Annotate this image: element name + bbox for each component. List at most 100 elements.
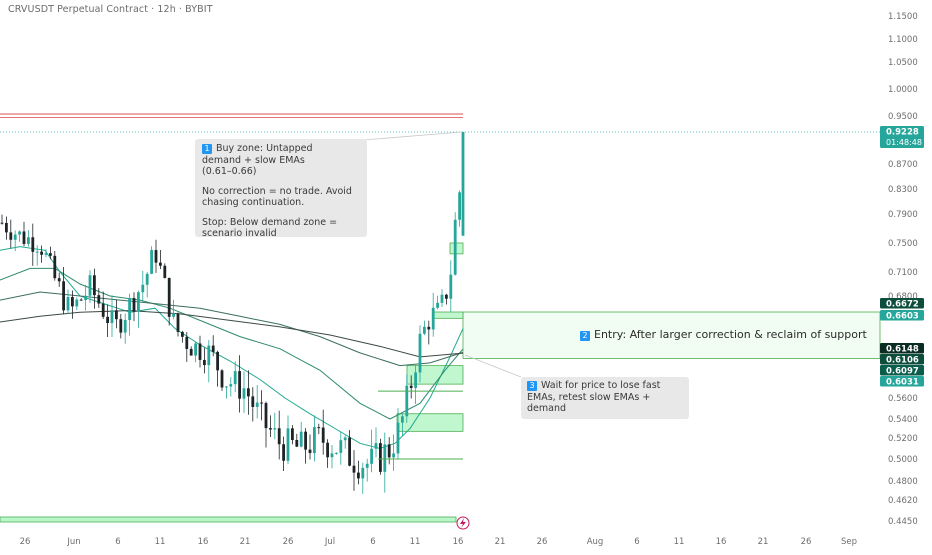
candle-body-11 — [49, 253, 52, 256]
candle-5 — [22, 221, 26, 247]
time-tick-10: 16 — [453, 537, 464, 547]
candle-103 — [453, 212, 457, 276]
candle-101 — [445, 293, 448, 305]
callout-buy-zone[interactable]: 1 Buy zone: Untapped demand + slow EMAs (… — [195, 139, 367, 239]
candle-body-3 — [13, 234, 17, 240]
lower-demand-zone — [0, 516, 457, 523]
candle-body-32 — [141, 284, 145, 293]
candle-body-9 — [40, 251, 43, 255]
candle-23 — [101, 291, 105, 319]
price-tick-6: 0.8300 — [888, 185, 918, 195]
candle-body-13 — [57, 278, 61, 282]
time-tick-3: 11 — [155, 537, 166, 547]
candle-24 — [106, 304, 109, 337]
candle-86 — [379, 438, 382, 475]
candle-body-90 — [396, 422, 400, 454]
callout-leader-3 — [464, 354, 522, 378]
time-tick-18: 26 — [801, 537, 812, 547]
candle-1 — [5, 216, 8, 240]
price-tick-5: 0.8700 — [888, 160, 918, 170]
candle-body-33 — [145, 273, 149, 285]
entry-label: Entry: After larger correction & reclaim… — [594, 328, 867, 341]
candle-97 — [427, 320, 431, 345]
candle-33 — [145, 271, 149, 298]
candle-70 — [308, 434, 312, 460]
price-label-6: 0.6031 — [886, 378, 919, 388]
demand-zone-5 — [396, 413, 464, 432]
candle-0 — [0, 214, 4, 225]
candle-32 — [141, 270, 145, 302]
price-tick-7: 0.7900 — [888, 210, 918, 220]
candle-42 — [185, 332, 189, 362]
candle-20 — [88, 270, 92, 303]
ema-slow-line — [0, 291, 464, 367]
candle-31 — [137, 290, 140, 328]
candle-body-86 — [379, 443, 382, 472]
callout-wait[interactable]: 3 Wait for price to lose fast EMAs, retes… — [521, 377, 689, 419]
candle-21 — [93, 268, 96, 309]
candle-92 — [405, 374, 409, 423]
candle-body-46 — [203, 359, 206, 366]
candle-body-73 — [321, 427, 325, 443]
candle-26 — [115, 299, 118, 329]
candle-53 — [233, 361, 237, 392]
candle-body-7 — [31, 237, 35, 252]
candle-59 — [260, 390, 263, 421]
candle-62 — [273, 412, 277, 440]
price-tick-15: 0.4800 — [888, 477, 918, 487]
candle-body-1 — [5, 222, 8, 233]
candle-body-16 — [71, 296, 74, 307]
candle-body-4 — [18, 231, 21, 235]
candle-body-81 — [357, 472, 360, 479]
candle-85 — [374, 427, 378, 458]
time-tick-2: 6 — [115, 537, 120, 547]
candle-96 — [423, 320, 426, 336]
candle-6 — [27, 230, 30, 247]
price-tick-0: 1.1500 — [888, 12, 918, 22]
candle-93 — [409, 375, 413, 399]
candle-73 — [321, 409, 325, 455]
time-tick-12: 26 — [537, 537, 548, 547]
candle-100 — [440, 289, 444, 307]
candle-body-26 — [115, 310, 118, 320]
candle-body-17 — [75, 299, 79, 307]
candle-19 — [84, 284, 87, 311]
candle-90 — [396, 408, 400, 460]
candle-body-96 — [423, 326, 426, 334]
candle-83 — [365, 458, 369, 482]
candle-body-101 — [445, 294, 448, 299]
candle-48 — [211, 335, 215, 357]
candle-body-31 — [137, 292, 140, 312]
time-tick-19: Sep — [841, 537, 857, 547]
candle-body-53 — [233, 371, 237, 385]
buy-zone-line-1: Buy zone: Untapped — [216, 143, 313, 154]
candle-body-93 — [409, 385, 413, 388]
candle-29 — [128, 293, 131, 336]
candle-body-43 — [189, 348, 193, 356]
candle-99 — [436, 295, 439, 310]
candle-body-29 — [128, 298, 131, 321]
candle-76 — [335, 452, 338, 455]
candle-body-102 — [449, 274, 453, 299]
candle-body-69 — [304, 431, 307, 450]
candle-82 — [361, 462, 365, 494]
candle-94 — [414, 365, 417, 404]
candle-body-44 — [194, 343, 197, 356]
candle-body-2 — [9, 232, 13, 240]
candle-87 — [383, 432, 387, 493]
candle-68 — [299, 421, 303, 448]
time-tick-13: Aug — [587, 537, 604, 547]
time-tick-7: Jul — [324, 537, 335, 547]
candle-body-41 — [181, 331, 184, 337]
buy-zone-line-7: scenario invalid — [202, 228, 277, 239]
candle-37 — [163, 263, 167, 279]
entry-annotation[interactable]: 2 Entry: After larger correction & reclai… — [580, 328, 867, 341]
price-label-bg-4 — [880, 354, 924, 365]
candle-body-68 — [299, 431, 303, 447]
candle-body-57 — [251, 396, 255, 407]
candle-body-51 — [225, 386, 228, 388]
demand-zone-1 — [462, 311, 881, 359]
candle-10 — [44, 249, 48, 258]
price-tick-9: 0.7100 — [888, 268, 918, 278]
